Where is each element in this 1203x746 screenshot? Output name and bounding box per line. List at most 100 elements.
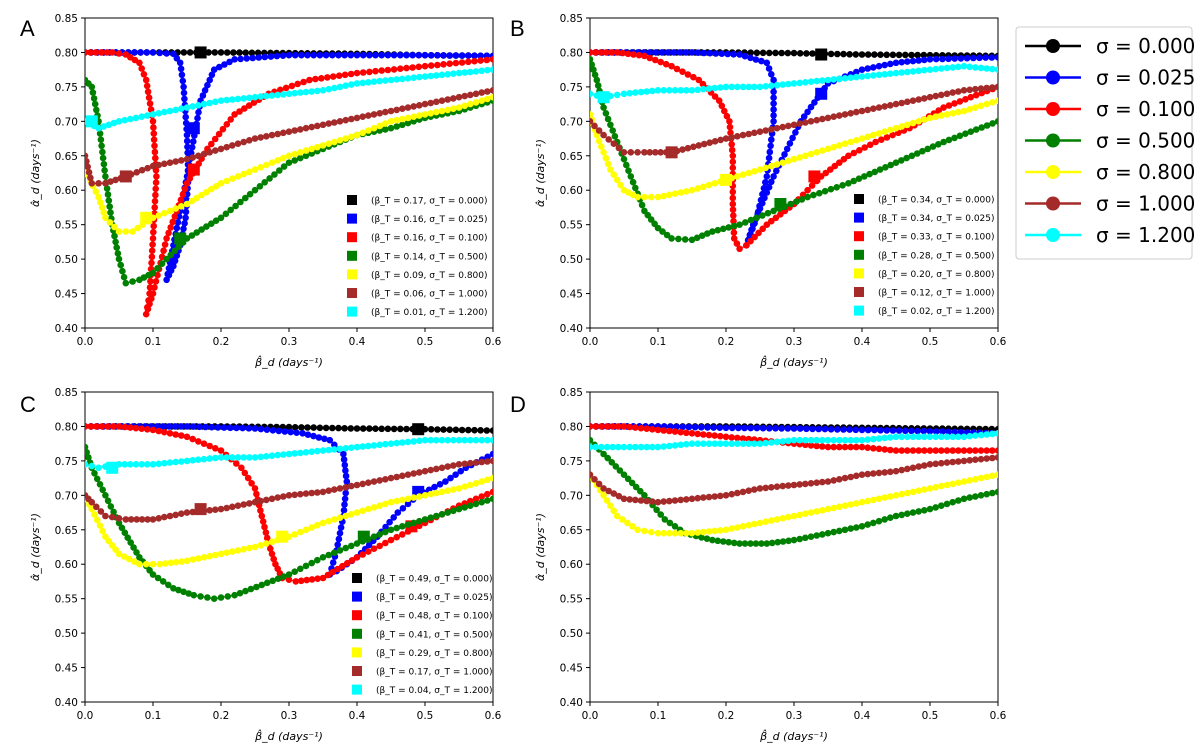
data-point (626, 89, 633, 97)
data-point (926, 505, 934, 513)
data-point (619, 49, 626, 57)
data-point (208, 71, 216, 79)
data-point (730, 222, 738, 230)
data-point (610, 507, 618, 515)
data-point (444, 509, 452, 516)
data-point (107, 178, 114, 185)
data-point (813, 442, 820, 450)
data-point (734, 133, 741, 140)
plot-area (590, 48, 998, 253)
data-point (347, 425, 355, 432)
data-point (223, 49, 231, 56)
data-point (434, 52, 441, 59)
data-point (233, 424, 240, 432)
data-point (939, 428, 946, 435)
data-point (421, 62, 429, 70)
data-point (359, 51, 367, 59)
data-point (785, 482, 792, 489)
data-point (359, 79, 367, 87)
data-point (762, 127, 769, 134)
data-point (155, 212, 162, 219)
data-point (660, 443, 667, 450)
data-point (955, 447, 962, 454)
data-point (223, 96, 230, 104)
x-tick-label: 0.6 (990, 710, 1007, 722)
data-point (688, 49, 696, 56)
data-point (331, 84, 338, 92)
data-point (234, 454, 242, 461)
data-point (892, 69, 900, 77)
data-point (734, 524, 741, 531)
data-point (85, 461, 89, 468)
data-point (938, 112, 945, 119)
optimum-marker (597, 91, 610, 104)
data-point (659, 228, 666, 235)
data-point (745, 521, 752, 529)
data-point (989, 120, 996, 127)
data-point (399, 439, 406, 446)
data-point (450, 70, 457, 77)
data-point (147, 278, 154, 285)
data-point (773, 516, 781, 523)
data-point (149, 461, 157, 468)
data-point (679, 146, 686, 153)
data-point (700, 85, 707, 93)
data-point (994, 66, 998, 73)
data-point (943, 459, 951, 466)
plot-area (590, 423, 998, 547)
data-point (372, 51, 379, 59)
data-point (819, 147, 826, 154)
data-point (249, 54, 256, 62)
data-point (156, 49, 164, 57)
data-point (762, 164, 769, 172)
y-tick-label: 0.60 (55, 185, 78, 197)
data-point (341, 501, 348, 508)
y-tick-label: 0.45 (560, 663, 583, 675)
data-point (609, 423, 616, 430)
data-point (285, 51, 293, 59)
legend-label: σ = 0.500 (1096, 129, 1195, 153)
legend-frame (1015, 26, 1193, 260)
data-point (242, 194, 249, 202)
data-point (450, 105, 457, 112)
data-point (712, 50, 720, 57)
data-point (472, 99, 480, 106)
data-point (600, 450, 607, 458)
data-point (149, 516, 157, 523)
data-point (751, 168, 758, 175)
x-tick-label: 0.4 (349, 710, 366, 722)
data-point (898, 447, 905, 454)
data-point (770, 94, 777, 101)
data-point (841, 526, 849, 534)
inset-legend-swatch (352, 647, 362, 658)
data-point (268, 452, 276, 460)
data-point (871, 51, 878, 58)
data-point (111, 232, 118, 240)
data-point (972, 126, 980, 133)
data-point (382, 108, 389, 116)
data-point (268, 495, 276, 503)
data-point (878, 136, 885, 143)
data-point (198, 226, 205, 233)
data-point (325, 551, 333, 559)
data-point (154, 265, 161, 272)
y-axis-label: α̂_d (days⁻¹) (534, 513, 547, 581)
data-point (688, 440, 696, 448)
data-point (643, 88, 650, 95)
data-point (263, 161, 270, 169)
data-point (807, 78, 815, 85)
data-point (613, 176, 621, 184)
data-point (167, 559, 174, 567)
data-point (728, 424, 736, 432)
data-point (870, 445, 877, 452)
data-point (172, 205, 179, 212)
data-point (370, 478, 378, 485)
data-point (898, 123, 905, 130)
data-point (770, 173, 777, 180)
data-point (972, 91, 980, 99)
data-point (745, 83, 752, 91)
data-point (172, 558, 180, 566)
data-point (725, 224, 732, 231)
data-point (353, 443, 361, 451)
optimum-marker (720, 173, 732, 186)
